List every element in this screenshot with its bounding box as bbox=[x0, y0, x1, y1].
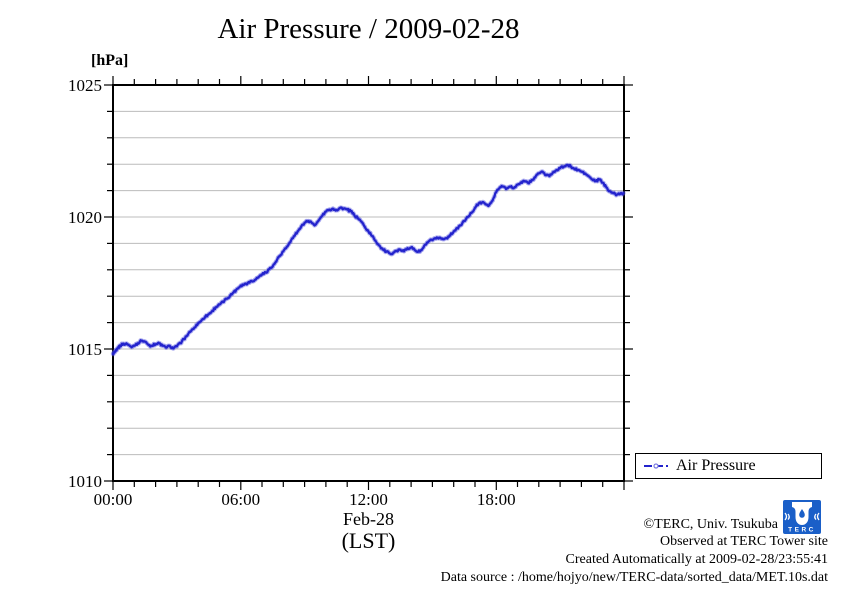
air-pressure-line bbox=[111, 163, 625, 356]
created-at-text: Created Automatically at 2009-02-28/23:5… bbox=[565, 552, 828, 567]
logo-text: TERC bbox=[788, 527, 816, 534]
chart-title: Air Pressure / 2009-02-28 bbox=[217, 13, 520, 45]
legend-box: Air Pressure bbox=[635, 453, 822, 479]
legend-label: Air Pressure bbox=[676, 457, 756, 474]
x-tick-label: 18:00 bbox=[477, 490, 516, 509]
y-tick-label: 1010 bbox=[68, 472, 102, 491]
y-tick-label: 1015 bbox=[68, 340, 102, 359]
logo-right-waves bbox=[814, 512, 820, 521]
copyright-text: ©TERC, Univ. Tsukuba bbox=[643, 517, 779, 532]
y-tick-label: 1020 bbox=[68, 208, 102, 227]
data-source-text: Data source : /home/hojyo/new/TERC-data/… bbox=[440, 570, 828, 585]
x-tick-label: 06:00 bbox=[221, 490, 260, 509]
y-axis-unit-label: [hPa] bbox=[91, 52, 129, 69]
y-tick-label: 1025 bbox=[68, 76, 102, 95]
x-axis-date-label: Feb-28 bbox=[343, 509, 394, 529]
x-tick-label: 00:00 bbox=[94, 490, 133, 509]
terc-logo: TERC bbox=[783, 500, 821, 534]
observed-at-text: Observed at TERC Tower site bbox=[659, 534, 828, 549]
x-tick-label: 12:00 bbox=[349, 490, 388, 509]
x-axis-timezone-label: (LST) bbox=[341, 528, 396, 553]
logo-droplet-icon bbox=[799, 509, 805, 518]
logo-left-waves bbox=[784, 512, 790, 521]
legend-line-marker-icon bbox=[644, 463, 668, 469]
